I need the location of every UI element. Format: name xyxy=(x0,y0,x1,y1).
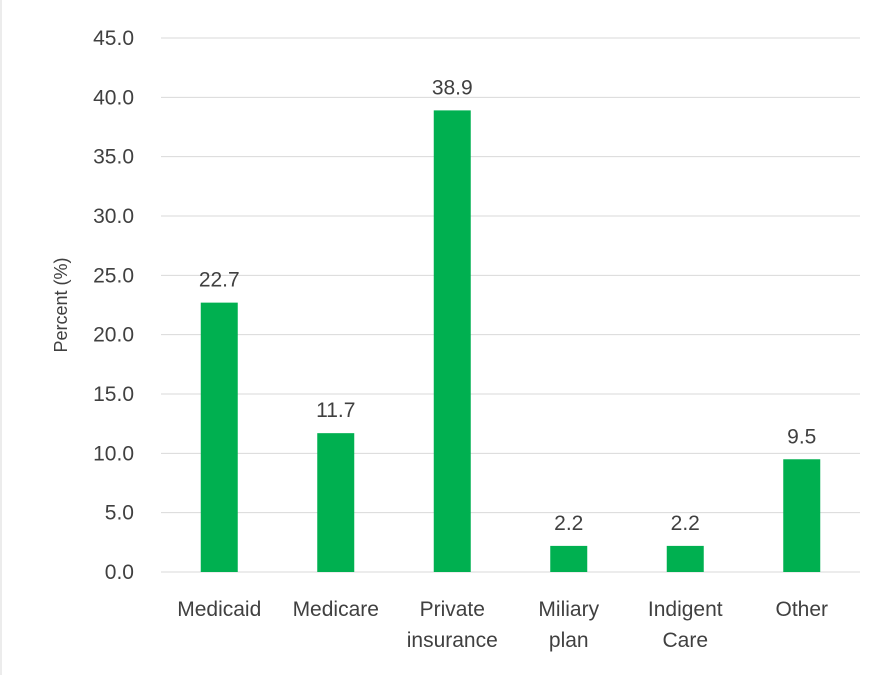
category-label: Miliary plan xyxy=(538,598,599,652)
y-tick-label: 0.0 xyxy=(105,561,134,584)
y-tick-label: 15.0 xyxy=(93,383,134,406)
y-tick-label: 5.0 xyxy=(105,502,134,525)
y-tick-label: 40.0 xyxy=(93,86,134,109)
category-label: Private insurance xyxy=(407,598,498,652)
category-label: Indigent Care xyxy=(648,598,723,652)
category-label: Other xyxy=(775,598,828,621)
data-label: 9.5 xyxy=(787,425,816,448)
bar xyxy=(666,545,704,572)
y-axis-tick-labels: 0.0 5.0 10.0 15.0 20.0 25.0 30.0 35.0 40.0 45.0 xyxy=(93,27,134,584)
y-tick-label: 10.0 xyxy=(93,442,134,465)
y-tick-label: 30.0 xyxy=(93,205,134,228)
data-label: 2.2 xyxy=(671,512,700,535)
x-axis-category-labels: Medicaid Medicare Private insurance Miliary p… xyxy=(177,598,828,652)
y-axis-title: Percent (%) xyxy=(51,257,71,352)
bar xyxy=(783,459,821,572)
bar xyxy=(550,545,588,572)
y-tick-label: 45.0 xyxy=(93,27,134,50)
data-label: 22.7 xyxy=(199,269,240,292)
bar xyxy=(433,110,471,573)
data-label: 38.9 xyxy=(432,76,473,99)
gridlines xyxy=(161,37,860,573)
bar xyxy=(317,433,355,572)
category-label: Medicaid xyxy=(177,598,261,621)
category-label: Medicare xyxy=(293,598,379,621)
y-tick-label: 35.0 xyxy=(93,146,134,169)
data-label: 2.2 xyxy=(554,512,583,535)
y-tick-label: 25.0 xyxy=(93,264,134,287)
data-labels: 22.7 11.7 38.9 2.2 2.2 9.5 xyxy=(199,76,817,535)
bar xyxy=(200,302,238,572)
data-label: 11.7 xyxy=(316,399,355,422)
y-tick-label: 20.0 xyxy=(93,324,134,347)
bars xyxy=(200,110,821,573)
